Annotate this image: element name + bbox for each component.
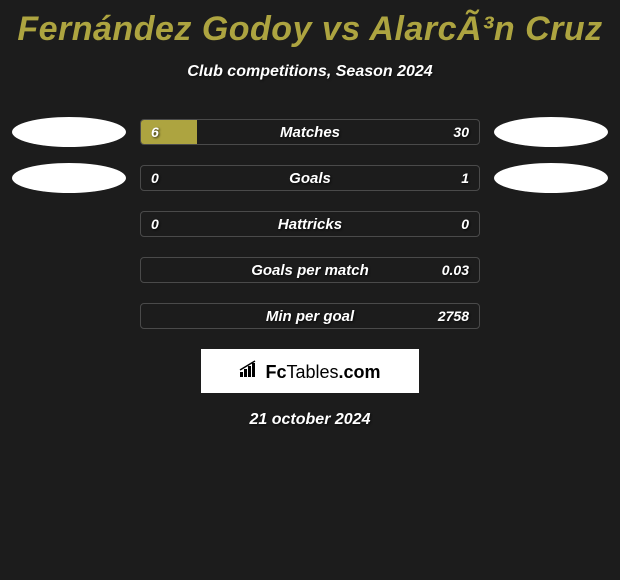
stat-label: Goals per match: [141, 258, 479, 282]
stat-value-right: 30: [453, 120, 469, 144]
stat-bar: 6 Matches 30: [140, 119, 480, 145]
logo-text-suffix: .com: [339, 362, 381, 383]
stats-container: 6 Matches 30 0 Goals 1 0 Hattricks 0: [0, 119, 620, 429]
stat-bar: 0 Hattricks 0: [140, 211, 480, 237]
subtitle: Club competitions, Season 2024: [0, 63, 620, 81]
stat-value-right: 0.03: [442, 258, 469, 282]
stat-row: 0 Hattricks 0: [0, 211, 620, 237]
stat-label: Min per goal: [141, 304, 479, 328]
player-right-marker: [494, 117, 608, 147]
stat-row: 6 Matches 30: [0, 119, 620, 145]
stat-bar: 0 Goals 1: [140, 165, 480, 191]
logo-text-rest: Tables: [286, 362, 338, 383]
stat-value-left: 0: [151, 212, 159, 236]
stat-value-left: 0: [151, 166, 159, 190]
player-left-marker: [12, 163, 126, 193]
logo: FcTables.com: [239, 360, 380, 383]
stat-row: Goals per match 0.03: [0, 257, 620, 283]
logo-text-bold: Fc: [265, 362, 286, 383]
stat-value-right: 1: [461, 166, 469, 190]
stat-value-right: 2758: [438, 304, 469, 328]
stat-row: 0 Goals 1: [0, 165, 620, 191]
stat-bar-fill: [141, 120, 197, 144]
stat-bar: Goals per match 0.03: [140, 257, 480, 283]
logo-box: FcTables.com: [201, 349, 419, 393]
player-right-marker: [494, 163, 608, 193]
date-label: 21 october 2024: [0, 411, 620, 429]
stat-row: Min per goal 2758: [0, 303, 620, 329]
stat-bar: Min per goal 2758: [140, 303, 480, 329]
barchart-icon: [239, 360, 261, 383]
page-title: Fernández Godoy vs AlarcÃ³n Cruz: [0, 0, 620, 49]
stat-value-left: 6: [151, 120, 159, 144]
player-left-marker: [12, 117, 126, 147]
stat-label: Goals: [141, 166, 479, 190]
stat-label: Hattricks: [141, 212, 479, 236]
stat-value-right: 0: [461, 212, 469, 236]
